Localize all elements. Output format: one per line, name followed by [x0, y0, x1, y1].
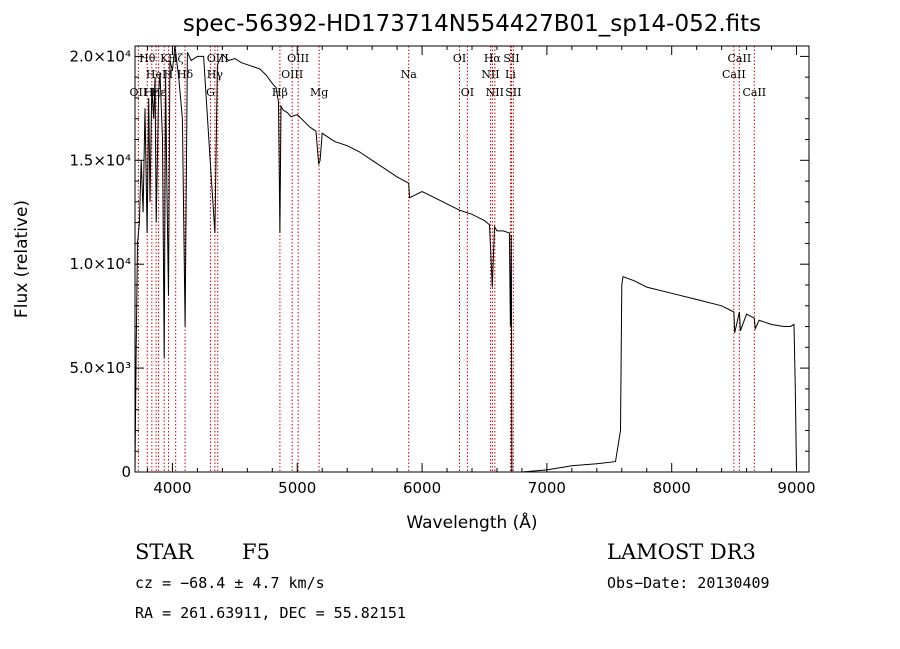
y-tick-label-1: 5.0×10³ [69, 359, 131, 377]
x-tick-label-2: 6000 [403, 479, 441, 497]
x-axis-ticks: 4000 5000 6000 7000 8000 9000 [146, 46, 816, 497]
observation-date: Obs−Date: 20130409 [607, 574, 770, 592]
marker-label-1: Hθ [139, 52, 156, 65]
marker-label-8: Hδ [177, 68, 194, 81]
marker-label-23: SII [503, 52, 519, 65]
marker-label-18: OI [461, 86, 474, 99]
marker-label-9: G [206, 86, 215, 99]
spectrum-chart: spec-56392-HD173714N554427B01_sp14-052.f… [12, 11, 816, 533]
marker-label-3: HeI [146, 68, 166, 81]
marker-label-17: OI [453, 52, 466, 65]
y-axis-label: Flux (relative) [12, 200, 32, 318]
marker-label-24: SII [505, 86, 521, 99]
marker-label-20: Hα [484, 52, 502, 65]
plot-frame [134, 45, 810, 473]
spectral-line-markers [137, 46, 755, 472]
marker-label-7: Hζ [168, 52, 184, 65]
x-tick-label-0: 4000 [153, 479, 191, 497]
redshift-velocity: cz = −68.4 ± 4.7 km/s [135, 574, 325, 592]
marker-label-16: Na [401, 68, 418, 81]
marker-label-12: Hβ [272, 86, 288, 99]
y-tick-label-3: 1.5×10⁴ [69, 151, 131, 169]
marker-label-10: Hγ [207, 68, 224, 81]
y-tick-label-4: 2.0×10⁴ [69, 47, 131, 65]
x-tick-label-5: 9000 [777, 479, 815, 497]
marker-label-26: CaII [728, 52, 752, 65]
object-subclass: F5 [242, 540, 270, 564]
y-tick-label-2: 1.0×10⁴ [69, 255, 131, 273]
marker-label-19: NII [481, 68, 499, 81]
object-class: STAR [135, 540, 194, 564]
marker-label-5: K [160, 52, 169, 65]
survey-name: LAMOST DR3 [607, 540, 756, 564]
x-tick-label-1: 5000 [278, 479, 316, 497]
marker-label-25: CaII [722, 68, 746, 81]
y-axis-ticks: 0 5.0×10³ 1.0×10⁴ 1.5×10⁴ 2.0×10⁴ [69, 47, 809, 481]
chart-title: spec-56392-HD173714N554427B01_sp14-052.f… [183, 11, 761, 37]
sky-coordinates: RA = 261.63911, DEC = 55.82151 [135, 604, 406, 622]
marker-label-0: OII [130, 86, 148, 99]
marker-label-27: CaII [742, 86, 766, 99]
spectrum-line-0 [134, 45, 797, 473]
marker-label-15: Mg [310, 86, 328, 99]
marker-label-6: H [164, 68, 174, 81]
spectral-line-labels: OIIHθHηHeIHεKHHζHδGHγOIIIHβOIIIOIIIMgNaO… [130, 52, 767, 99]
marker-label-14: OIII [287, 52, 309, 65]
spectrum-series [134, 45, 797, 473]
marker-label-13: OIII [281, 68, 303, 81]
x-axis-label: Wavelength (Å) [406, 511, 537, 533]
y-tick-label-0: 0 [121, 463, 131, 481]
marker-label-22: Li [505, 68, 516, 81]
marker-label-21: NII [486, 86, 504, 99]
x-tick-label-4: 8000 [653, 479, 691, 497]
x-tick-label-3: 7000 [528, 479, 566, 497]
